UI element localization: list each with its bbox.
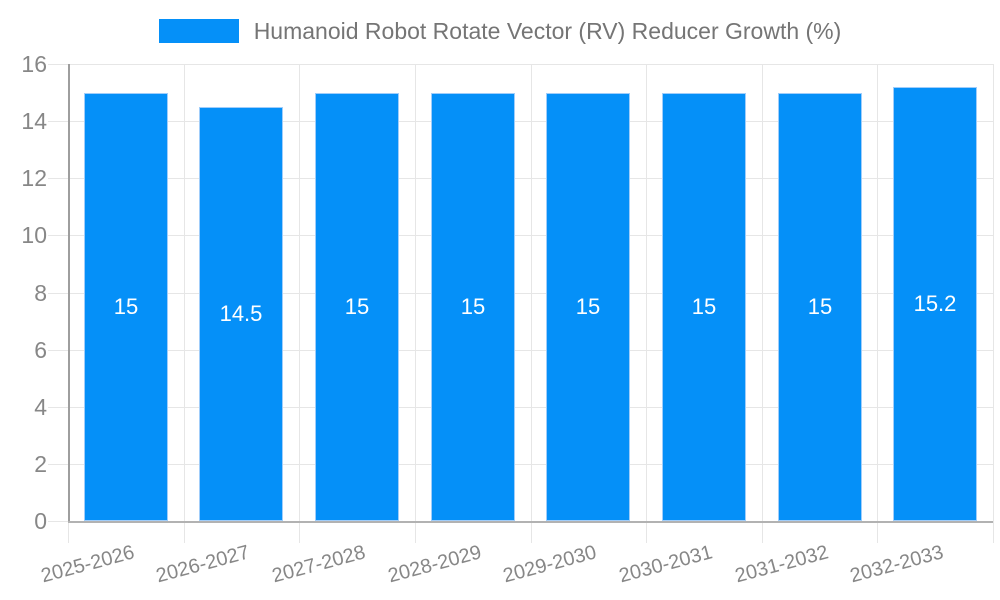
gridline-vertical bbox=[415, 64, 416, 543]
gridline-horizontal bbox=[48, 293, 993, 294]
gridline-horizontal bbox=[48, 235, 993, 236]
gridline-vertical bbox=[993, 64, 994, 543]
bar-2029-2030[interactable] bbox=[546, 93, 630, 521]
bar-value-label: 15 bbox=[460, 294, 486, 319]
gridline-horizontal bbox=[48, 64, 993, 65]
x-axis-line bbox=[68, 521, 993, 523]
bar-value-label: 14.5 bbox=[219, 301, 263, 326]
gridline-horizontal bbox=[48, 178, 993, 179]
bar-2032-2033[interactable] bbox=[893, 87, 977, 521]
bar-value-label: 15 bbox=[344, 294, 370, 319]
gridline-vertical bbox=[877, 64, 878, 543]
y-tick-label: 4 bbox=[34, 394, 47, 420]
gridline-horizontal bbox=[48, 407, 993, 408]
y-tick-label: 0 bbox=[34, 508, 47, 534]
bar-value-label: 15 bbox=[113, 294, 139, 319]
x-tick-label: 2025-2026 bbox=[38, 541, 137, 588]
x-tick-label: 2027-2028 bbox=[269, 541, 368, 588]
gridline-horizontal bbox=[48, 464, 993, 465]
gridline-vertical bbox=[299, 64, 300, 543]
gridline-vertical bbox=[184, 64, 185, 543]
chart-legend[interactable]: Humanoid Robot Rotate Vector (RV) Reduce… bbox=[0, 14, 1000, 48]
y-tick-label: 2 bbox=[34, 451, 47, 477]
x-tick-label: 2028-2029 bbox=[385, 541, 484, 588]
y-axis-line bbox=[68, 64, 70, 521]
gridline-vertical bbox=[646, 64, 647, 543]
x-tick-label: 2030-2031 bbox=[616, 541, 715, 588]
y-tick-label: 6 bbox=[34, 337, 47, 363]
gridline-horizontal bbox=[48, 350, 993, 351]
bar-2025-2026[interactable] bbox=[84, 93, 168, 521]
bar-2027-2028[interactable] bbox=[315, 93, 399, 521]
bar-value-label: 15 bbox=[807, 294, 833, 319]
gridline-vertical bbox=[531, 64, 532, 543]
bar-value-label: 15.2 bbox=[913, 291, 957, 316]
x-tick-label: 2031-2032 bbox=[732, 541, 831, 588]
gridline-vertical bbox=[762, 64, 763, 543]
gridline-horizontal bbox=[48, 121, 993, 122]
x-tick-label: 2029-2030 bbox=[500, 541, 599, 588]
y-tick-label: 14 bbox=[21, 108, 47, 134]
bar-2028-2029[interactable] bbox=[431, 93, 515, 521]
y-tick-label: 12 bbox=[21, 165, 47, 191]
y-tick-label: 8 bbox=[34, 280, 47, 306]
x-tick-label: 2032-2033 bbox=[847, 541, 946, 588]
legend-label: Humanoid Robot Rotate Vector (RV) Reduce… bbox=[253, 17, 842, 44]
bar-2030-2031[interactable] bbox=[662, 93, 746, 521]
bar-2031-2032[interactable] bbox=[778, 93, 862, 521]
bar-value-label: 15 bbox=[575, 294, 601, 319]
x-tick-label: 2026-2027 bbox=[153, 541, 252, 588]
bar-2026-2027[interactable] bbox=[199, 107, 283, 521]
y-tick-label: 10 bbox=[21, 222, 47, 248]
y-tick-label: 16 bbox=[21, 51, 47, 77]
legend-swatch bbox=[158, 19, 239, 43]
bar-value-label: 15 bbox=[691, 294, 717, 319]
